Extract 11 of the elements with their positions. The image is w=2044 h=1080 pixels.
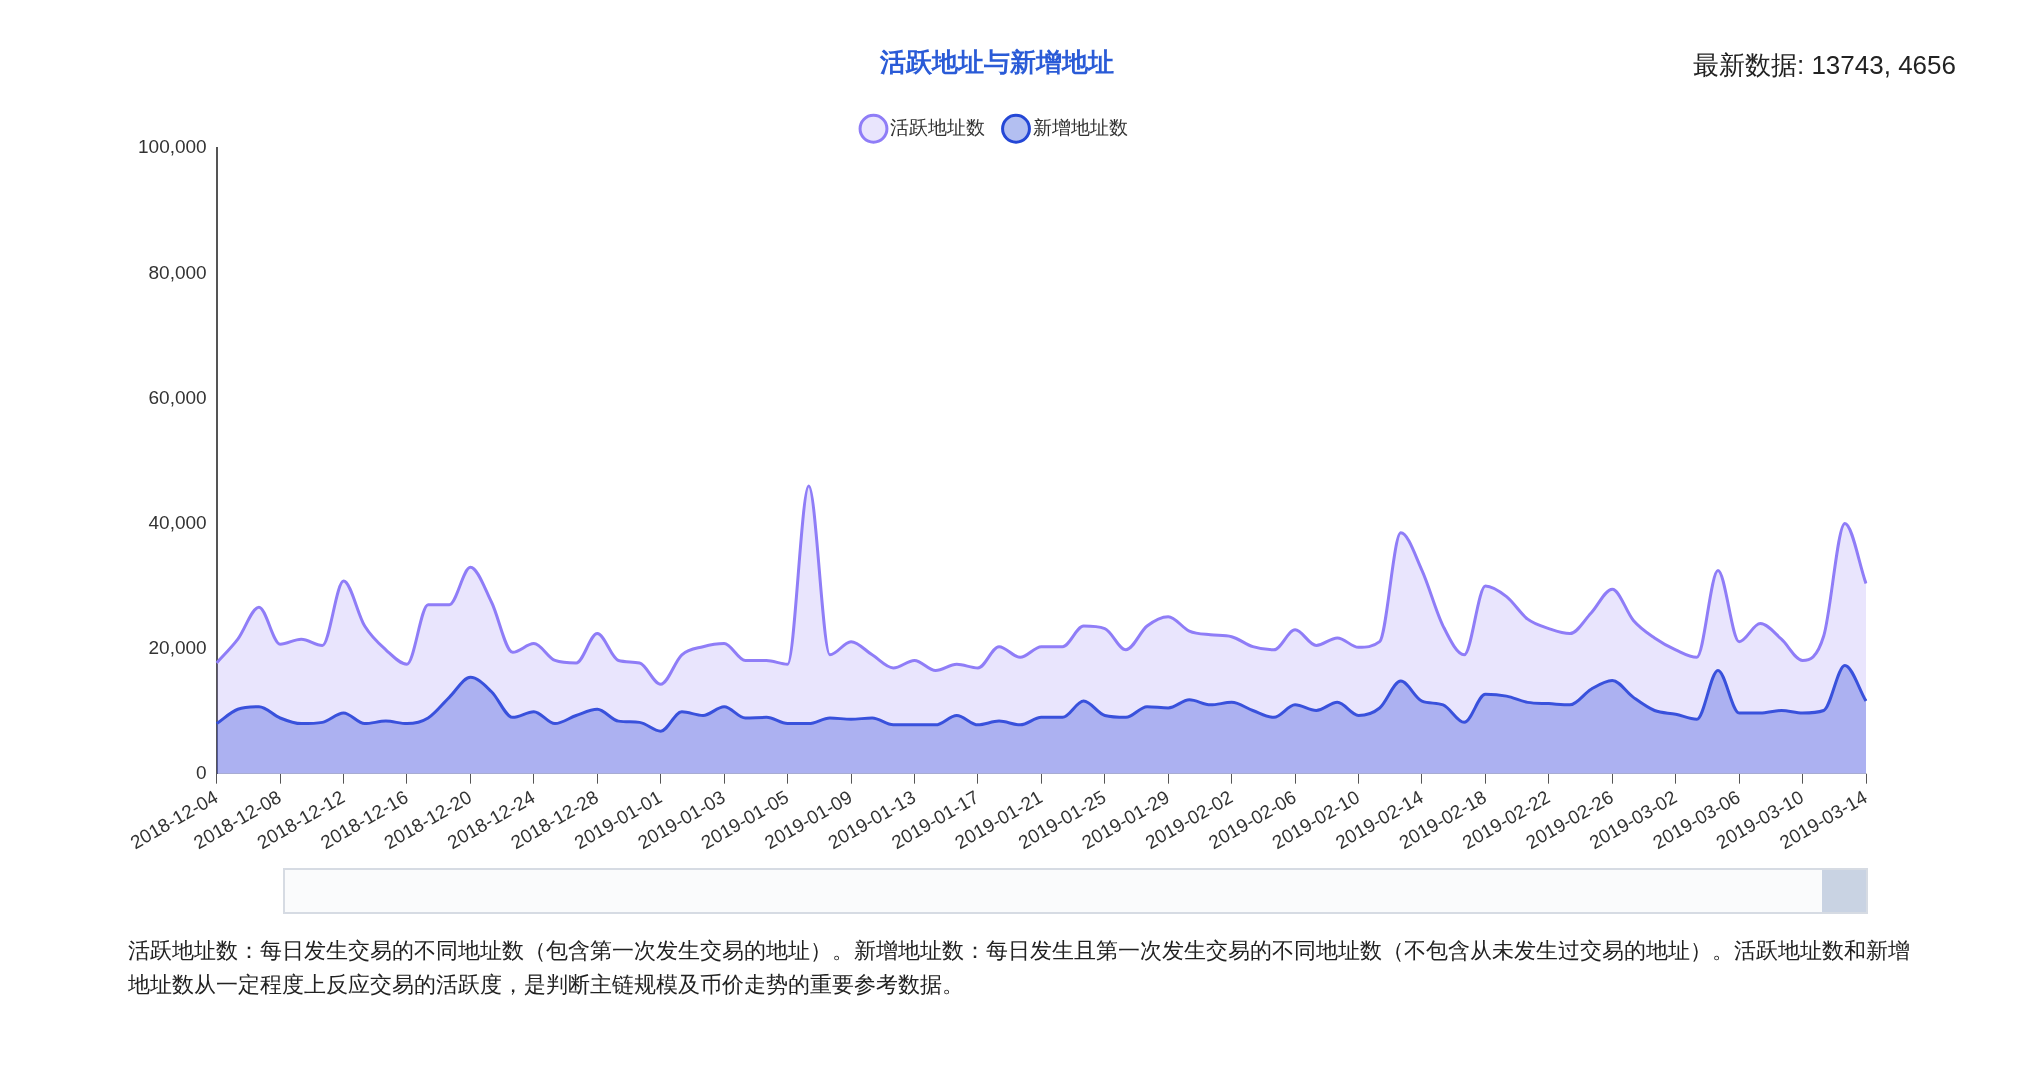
y-tick-label: 100,000 — [137, 136, 207, 158]
y-tick-label: 80,000 — [148, 261, 207, 283]
text: 活跃地址数：每日发生交易的不同地址数（包含第一次发生交易的地址）。新增地址数：每日发生且第一次发生交易的不同地址数（不包含从未发生过交易的地址）。活跃地址数和新增地址数从一定程度上反应交易的活跃度，是判断主链规模及币价走势的重要参考数据。 — [128, 937, 1911, 999]
y-tick-label: 20,000 — [148, 636, 207, 658]
legend-label: 活跃地址数 — [890, 116, 985, 138]
chart-title: 活跃地址与新增地址 — [879, 46, 1114, 77]
y-tick-label: 60,000 — [148, 386, 207, 408]
text: 最新数据: 13743, 4656 — [1692, 49, 1956, 82]
y-tick-label: 0 — [196, 761, 207, 783]
y-tick-label: 40,000 — [148, 511, 207, 533]
legend-label: 新增地址数 — [1032, 116, 1128, 138]
